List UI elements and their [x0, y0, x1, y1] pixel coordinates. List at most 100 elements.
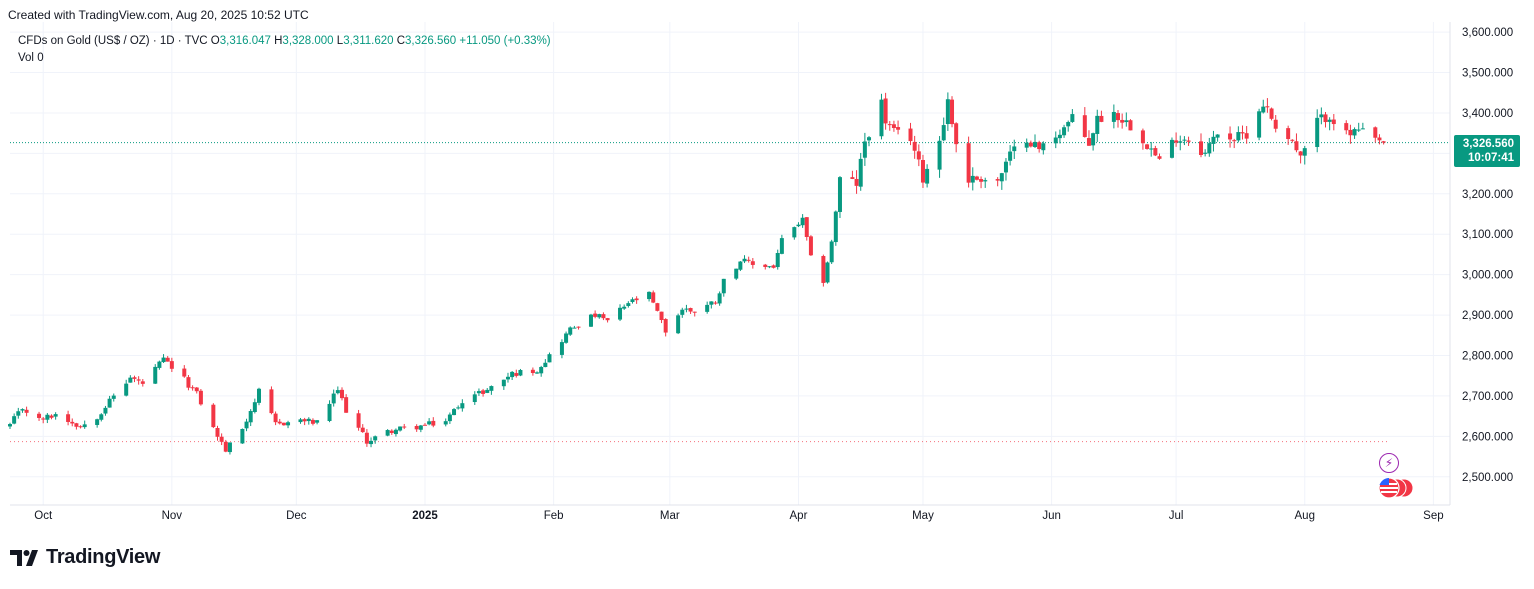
candle-body: [879, 99, 884, 137]
candle-body: [1186, 140, 1191, 142]
candle-body: [24, 409, 29, 413]
candle-body: [198, 390, 203, 405]
candle-body: [1124, 120, 1129, 123]
symbol-label[interactable]: CFDs on Gold (US$ / OZ) · 1D · TVC: [18, 35, 208, 47]
candle-body: [572, 327, 577, 329]
candle-body: [1356, 129, 1361, 131]
candle-body: [1140, 130, 1145, 144]
candle-body: [1091, 133, 1096, 146]
us-flag-icon[interactable]: [1378, 477, 1414, 499]
candle-body: [896, 127, 901, 130]
candle-body: [344, 397, 349, 413]
candle-body: [393, 429, 398, 435]
candle-body: [335, 390, 340, 394]
candle-body: [1111, 111, 1116, 122]
volume-label: Vol: [18, 52, 34, 64]
candle-body: [854, 178, 859, 186]
candle-body: [1273, 119, 1278, 129]
candle-body: [530, 369, 535, 374]
candle-body: [161, 357, 166, 363]
tradingview-logo[interactable]: TradingView: [10, 546, 160, 569]
candle-body: [452, 409, 457, 416]
candle-body: [427, 421, 432, 425]
candle-body: [779, 238, 784, 254]
candle-body: [1057, 134, 1062, 139]
candle-body: [481, 390, 486, 394]
candle-body: [315, 420, 320, 423]
candle-body: [215, 428, 220, 437]
y-tick-label: 3,100.000: [1462, 229, 1513, 241]
candle-body: [1182, 139, 1187, 141]
reference-lines: [10, 142, 1450, 443]
candle-body: [244, 421, 249, 429]
high-label: H: [274, 35, 283, 47]
candle-body: [1269, 108, 1274, 119]
candle-body: [543, 362, 548, 368]
candle-body: [356, 413, 361, 428]
candle-body: [974, 176, 979, 180]
low-label: L: [336, 35, 344, 47]
candle-body: [1298, 151, 1303, 156]
candle-body: [460, 403, 465, 409]
candle-body: [223, 441, 228, 452]
candle-body: [547, 354, 552, 363]
candle-body: [995, 179, 1000, 181]
chart-grid: [10, 22, 1450, 505]
candle-body: [443, 421, 448, 425]
candle-body: [418, 425, 423, 430]
x-tick-label: Mar: [660, 510, 680, 522]
candle-body: [186, 377, 191, 388]
candle-body: [1149, 148, 1154, 150]
candle-body: [128, 377, 133, 383]
candle-body: [950, 99, 955, 125]
candle-body: [983, 180, 988, 182]
candle-body: [489, 386, 494, 391]
candle-body: [792, 227, 797, 238]
candle-body: [676, 315, 681, 334]
candle-body: [1344, 123, 1349, 131]
candle-body: [369, 440, 374, 445]
candle-body: [713, 302, 718, 304]
candle-body: [111, 395, 116, 399]
candle-body: [1323, 114, 1328, 123]
candle-body: [227, 442, 232, 453]
candle-body: [373, 436, 378, 441]
candle-body: [107, 398, 112, 408]
candle-body: [721, 278, 726, 294]
candle-body: [95, 419, 100, 425]
candle-body: [659, 311, 664, 321]
candle-body: [485, 389, 490, 393]
candle-body: [472, 394, 477, 403]
candle-body: [360, 427, 365, 433]
chart-axes: Oct Nov Dec 2025 Feb Mar Apr May Jun Jul Aug Sep 2,5…: [10, 22, 1513, 522]
x-tick-label: Nov: [162, 510, 183, 522]
candle-body: [124, 383, 129, 396]
candle-body: [389, 430, 394, 433]
candle-body: [402, 426, 407, 428]
candle-body: [66, 414, 71, 422]
candle-body: [132, 377, 137, 379]
candle-body: [837, 177, 842, 212]
candle-body: [1086, 138, 1091, 146]
candle-body: [539, 367, 544, 374]
candle-body: [74, 423, 79, 427]
candle-body: [680, 309, 685, 315]
candle-body: [941, 125, 946, 141]
low-value: 3,311.620: [343, 35, 394, 47]
open-value: 3,316.047: [219, 35, 271, 47]
candle-body: [1095, 115, 1100, 134]
candle-body: [688, 308, 693, 312]
last-price-value: 3,326.560: [1462, 138, 1514, 150]
candle-body: [750, 261, 755, 265]
candle-body: [1066, 122, 1071, 127]
candle-body: [850, 177, 855, 179]
y-tick-label: 2,900.000: [1462, 310, 1513, 322]
lightning-icon[interactable]: ⚡: [1379, 453, 1399, 473]
candle-body: [966, 143, 971, 183]
candle-body: [593, 313, 598, 317]
candle-body: [709, 301, 714, 305]
x-tick-label: Feb: [544, 510, 564, 522]
candle-body: [165, 357, 170, 362]
x-tick-label: Aug: [1295, 510, 1315, 522]
